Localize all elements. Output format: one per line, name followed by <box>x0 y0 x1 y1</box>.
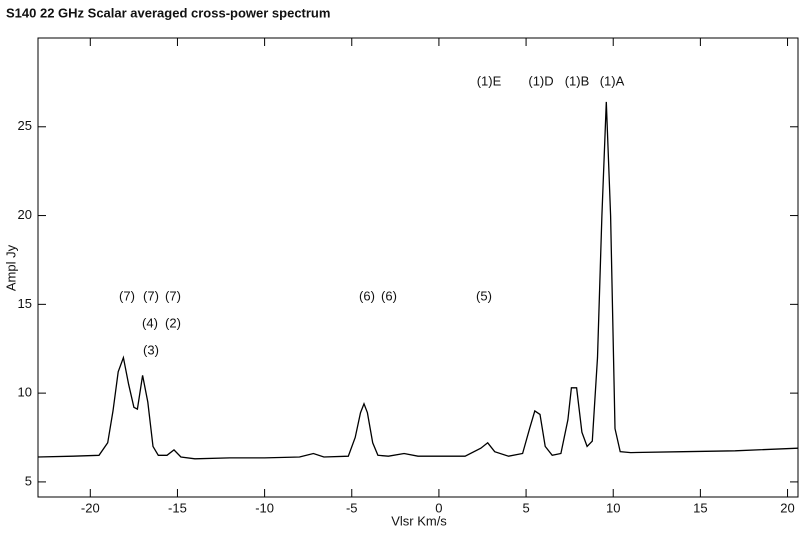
x-tick-label: -5 <box>346 500 358 515</box>
x-tick-label: 20 <box>780 500 794 515</box>
peak-annotation: (4) <box>142 315 158 330</box>
y-tick-label: 15 <box>18 296 32 311</box>
y-tick-label: 20 <box>18 207 32 222</box>
x-tick-label: -15 <box>168 500 187 515</box>
peak-annotation: (1)A <box>600 73 625 88</box>
peak-annotation: (1)D <box>528 73 553 88</box>
peak-annotation: (6) <box>359 288 375 303</box>
peak-annotation: (7) <box>165 288 181 303</box>
peak-annotation: (7) <box>119 288 135 303</box>
peak-annotation: (6) <box>381 288 397 303</box>
x-tick-label: 0 <box>435 500 442 515</box>
y-tick-label: 10 <box>18 385 32 400</box>
peak-annotation: (1)E <box>477 73 502 88</box>
y-axis-label: Ampl Jy <box>3 244 18 291</box>
plot-frame <box>37 37 799 498</box>
x-tick-label: 5 <box>522 500 529 515</box>
x-tick-label: 15 <box>693 500 707 515</box>
peak-annotation: (5) <box>476 288 492 303</box>
peak-annotation: (2) <box>165 315 181 330</box>
spectrum-line <box>37 101 799 460</box>
x-tick-label: -10 <box>255 500 274 515</box>
peak-annotation: (3) <box>143 342 159 357</box>
x-tick-label: 10 <box>606 500 620 515</box>
peak-annotation: (7) <box>143 288 159 303</box>
y-tick-label: 5 <box>25 473 32 488</box>
chart-title: S140 22 GHz Scalar averaged cross-power … <box>6 5 330 20</box>
x-tick-label: -20 <box>81 500 100 515</box>
peak-annotation: (1)B <box>565 73 590 88</box>
x-axis-label: Vlsr Km/s <box>391 513 447 528</box>
y-tick-label: 25 <box>18 118 32 133</box>
